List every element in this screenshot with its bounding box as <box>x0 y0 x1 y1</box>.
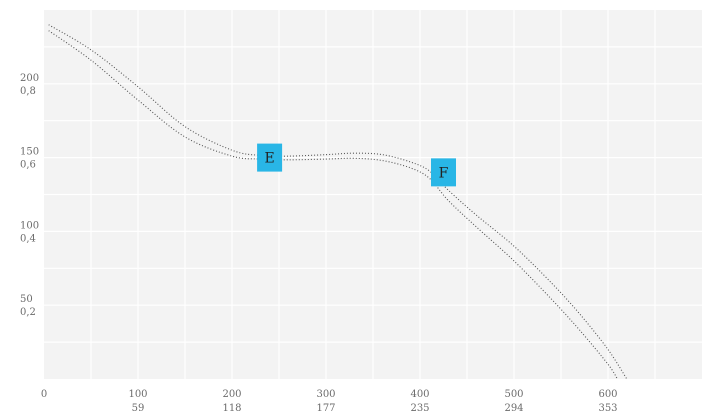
y-tick-label: 200 <box>20 73 39 84</box>
y-tick-sublabel: 0,4 <box>20 233 36 244</box>
y-tick-sublabel: 0,2 <box>20 307 36 318</box>
x-tick-label: 200 <box>222 389 241 400</box>
x-tick-sublabel: 353 <box>598 403 617 414</box>
annotation-label-e: E <box>264 151 274 167</box>
y-tick-sublabel: 0,8 <box>20 86 36 97</box>
y-tick-sublabel: 0,6 <box>20 160 36 171</box>
x-tick-sublabel: 177 <box>316 403 335 414</box>
y-tick-label: 150 <box>20 147 39 158</box>
x-tick-label: 600 <box>598 389 617 400</box>
x-tick-sublabel: 235 <box>410 403 429 414</box>
series-layer <box>48 24 628 380</box>
x-tick-label: 100 <box>128 389 147 400</box>
annotation-box-e <box>257 143 283 172</box>
y-tick-label: 50 <box>20 294 33 305</box>
x-tick-label: 500 <box>504 389 523 400</box>
x-tick-sublabel: 118 <box>222 403 241 414</box>
annotation-label-f: F <box>439 165 449 181</box>
grid-lines <box>44 10 702 379</box>
x-tick-sublabel: 59 <box>132 403 145 414</box>
x-tick-label: 300 <box>316 389 335 400</box>
x-tick-label: 400 <box>410 389 429 400</box>
series-line-2 <box>48 30 618 380</box>
y-tick-label: 100 <box>20 220 39 231</box>
x-tick-sublabel: 294 <box>504 403 523 414</box>
y-axis-ticks: 50 0,2 100 0,4 150 0,6 200 0,8 <box>20 73 39 318</box>
x-tick-label: 0 <box>41 389 47 400</box>
annotation-box-f <box>431 158 456 187</box>
annotations-layer: EF <box>257 143 456 187</box>
x-axis-ticks: 0 100 59 200 118 300 177 400 235 500 294 600 353 <box>41 389 618 414</box>
